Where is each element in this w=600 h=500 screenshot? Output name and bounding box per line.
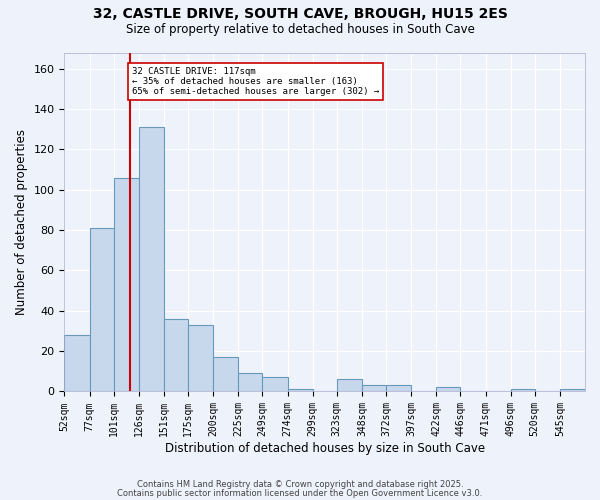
Text: Contains HM Land Registry data © Crown copyright and database right 2025.: Contains HM Land Registry data © Crown c…: [137, 480, 463, 489]
Bar: [560, 390, 585, 392]
Bar: [89, 228, 113, 392]
Bar: [436, 388, 460, 392]
Bar: [139, 127, 164, 392]
Bar: [262, 378, 287, 392]
Bar: [113, 178, 139, 392]
Bar: [287, 390, 313, 392]
Bar: [164, 319, 188, 392]
Bar: [64, 335, 89, 392]
X-axis label: Distribution of detached houses by size in South Cave: Distribution of detached houses by size …: [164, 442, 485, 455]
Bar: [238, 374, 262, 392]
Text: 32, CASTLE DRIVE, SOUTH CAVE, BROUGH, HU15 2ES: 32, CASTLE DRIVE, SOUTH CAVE, BROUGH, HU…: [92, 8, 508, 22]
Bar: [337, 380, 362, 392]
Bar: [362, 386, 386, 392]
Text: 32 CASTLE DRIVE: 117sqm
← 35% of detached houses are smaller (163)
65% of semi-d: 32 CASTLE DRIVE: 117sqm ← 35% of detache…: [132, 66, 379, 96]
Bar: [188, 325, 213, 392]
Bar: [386, 386, 411, 392]
Text: Size of property relative to detached houses in South Cave: Size of property relative to detached ho…: [125, 22, 475, 36]
Bar: [511, 390, 535, 392]
Y-axis label: Number of detached properties: Number of detached properties: [15, 129, 28, 315]
Text: Contains public sector information licensed under the Open Government Licence v3: Contains public sector information licen…: [118, 488, 482, 498]
Bar: [213, 357, 238, 392]
